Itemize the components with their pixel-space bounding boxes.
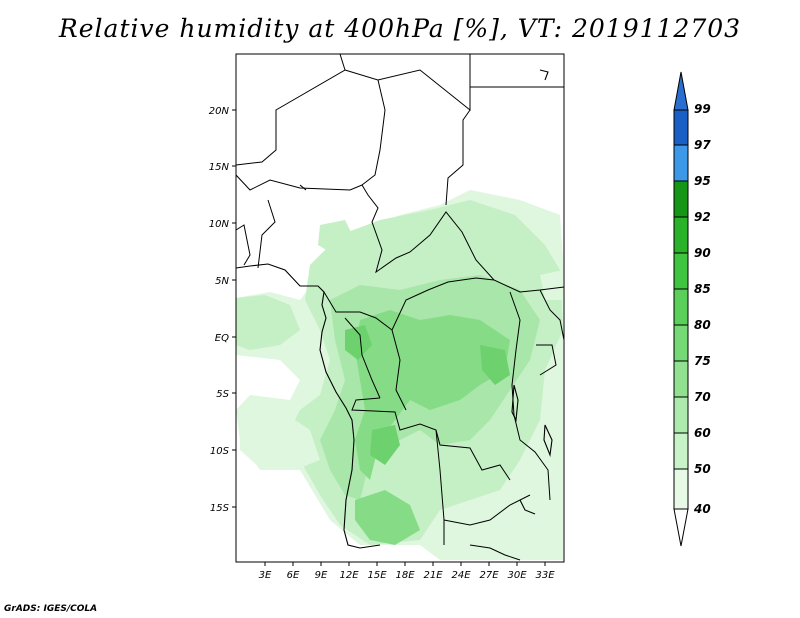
colorbar-label-75: 75 <box>694 354 711 368</box>
colorbar-label-70: 70 <box>694 390 711 404</box>
map-frame <box>235 53 565 563</box>
lon-label-27e: 27E <box>479 570 499 581</box>
lon-label-33e: 33E <box>535 570 555 581</box>
lon-label-21e: 21E <box>423 570 443 581</box>
lat-label-15n: 15N <box>209 162 230 173</box>
lat-label-20n: 20N <box>209 106 230 117</box>
colorbar-segment-70-75 <box>673 360 689 398</box>
humidity-field <box>236 190 563 560</box>
colorbar-label-90: 90 <box>694 246 711 260</box>
lon-label-15e: 15E <box>367 570 387 581</box>
colorbar-segment-60-70 <box>673 396 689 434</box>
lon-label-24e: 24E <box>451 570 471 581</box>
colorbar-segment-50-60 <box>673 432 689 470</box>
credit-text: GrADS: IGES/COLA <box>4 604 98 614</box>
colorbar-label-92: 92 <box>694 210 711 224</box>
lat-label-15s: 15S <box>210 503 230 514</box>
lon-label-3e: 3E <box>259 570 272 581</box>
colorbar-label-85: 85 <box>694 282 711 296</box>
colorbar-label-95: 95 <box>694 174 711 188</box>
lon-axis: 3E 6E 9E 12E 15E 18E 21E 24E 27E 30E 33E <box>259 562 555 581</box>
page-title: Relative humidity at 400hPa [%], VT: 201… <box>58 14 742 43</box>
lat-axis: 20N 15N 10N 5N EQ 5S 10S 15S <box>209 106 236 514</box>
colorbar-segment-95-97 <box>673 144 689 182</box>
colorbar-segment-75-80 <box>673 324 689 362</box>
lat-label-10s: 10S <box>210 446 230 457</box>
colorbar: 99 97 95 92 90 85 80 75 70 60 50 40 <box>673 71 711 547</box>
lon-label-12e: 12E <box>339 570 359 581</box>
colorbar-label-97: 97 <box>694 138 711 152</box>
lat-label-eq: EQ <box>215 333 229 344</box>
lat-label-5n: 5N <box>215 276 229 287</box>
colorbar-label-99: 99 <box>694 102 711 116</box>
colorbar-segment-90-92 <box>673 216 689 254</box>
lon-label-9e: 9E <box>315 570 328 581</box>
colorbar-segment-80-85 <box>673 288 689 326</box>
colorbar-bottom-arrow <box>673 508 689 547</box>
colorbar-segment-40-50 <box>673 468 689 510</box>
lat-label-5s: 5S <box>216 389 229 400</box>
lon-label-30e: 30E <box>507 570 527 581</box>
country-borders <box>235 53 565 561</box>
colorbar-label-40: 40 <box>693 502 711 516</box>
colorbar-segment-97-99 <box>673 109 689 146</box>
colorbar-label-80: 80 <box>694 318 711 332</box>
colorbar-top-arrow <box>673 71 689 111</box>
colorbar-segment-92-95 <box>673 180 689 218</box>
colorbar-label-50: 50 <box>694 462 711 476</box>
colorbar-label-60: 60 <box>694 426 711 440</box>
lat-label-10n: 10N <box>209 219 230 230</box>
lon-label-6e: 6E <box>287 570 300 581</box>
colorbar-segment-85-90 <box>673 252 689 290</box>
lon-label-18e: 18E <box>395 570 415 581</box>
